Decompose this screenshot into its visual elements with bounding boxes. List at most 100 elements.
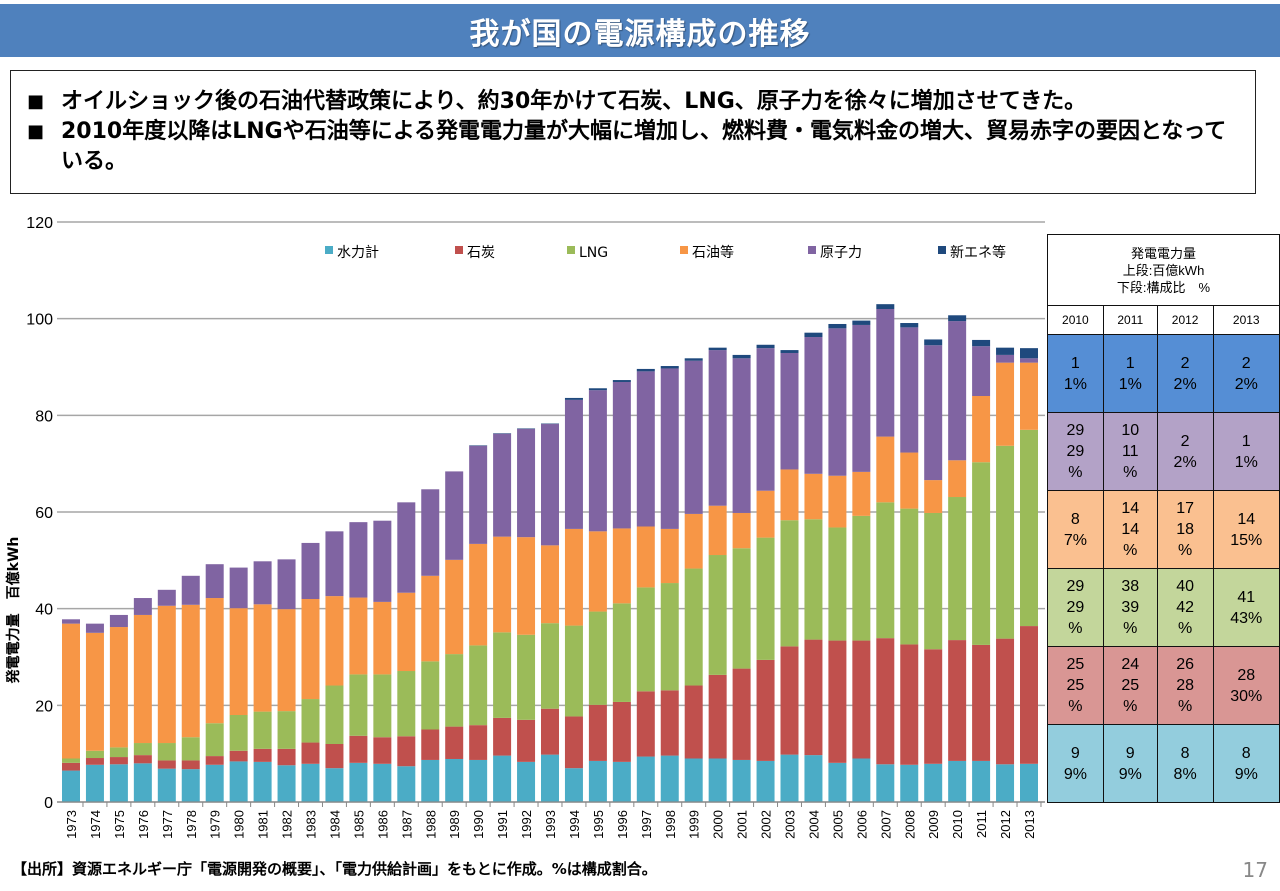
legend-label: 石油等 [692, 244, 734, 261]
bar-segment-原子力-1979 [205, 564, 224, 599]
table-cell-line: 10 [1121, 422, 1140, 439]
bar-segment-原子力-2003 [780, 352, 799, 470]
bar-segment-石炭-2007 [876, 638, 895, 765]
table-cell-line: 14 [1121, 521, 1140, 538]
table-cell: 2 2% [1212, 334, 1280, 413]
bar-segment-LNG-1997 [636, 587, 655, 692]
x-tick-label: 1988 [423, 810, 438, 839]
x-tick-label: 2011 [974, 810, 989, 838]
bar-segment-新エネ等-2010 [948, 315, 967, 322]
table-cell-line: 11 [1121, 443, 1139, 460]
bar-segment-石炭-2009 [924, 649, 943, 764]
table-row: 29 29% 38 39% 40 42% 41 43% [1047, 568, 1280, 647]
bar-segment-LNG-2001 [732, 548, 751, 669]
table-row: 1 1% 1 1% 2 2% 2 2% [1047, 334, 1280, 413]
bar-segment-水力計-2004 [804, 755, 823, 802]
legend-item: 水力計 [325, 245, 379, 261]
y-axis-ticks: 0 20 40 60 80 100 120 [26, 215, 53, 812]
x-tick-label: 2009 [926, 810, 941, 839]
x-tick-label: 2004 [806, 810, 821, 839]
bar-segment-石油等-1985 [349, 597, 368, 675]
bar-segment-水力計-2007 [876, 764, 895, 802]
bar-segment-石炭-1997 [636, 691, 655, 757]
x-tick-label: 1986 [375, 810, 390, 839]
bar-segment-石炭-2000 [708, 674, 727, 759]
title-bar: 我が国の電源構成の推移 [0, 4, 1280, 57]
x-tick-label: 2012 [998, 810, 1013, 839]
bar-segment-LNG-1981 [253, 711, 272, 749]
table-cell: 1 1% [1102, 334, 1158, 413]
x-tick-label: 2002 [759, 810, 774, 839]
x-tick-label: 1985 [351, 810, 366, 839]
bar-segment-石油等-1992 [517, 537, 536, 635]
bar-segment-LNG-1998 [660, 583, 679, 691]
bar-segment-新エネ等-2006 [852, 320, 871, 325]
bar-segment-原子力-1985 [349, 522, 368, 598]
table-cell: 14 14% [1102, 490, 1158, 569]
table-row: 25 25% 24 25% 26 28% 28 30% [1047, 646, 1280, 725]
bar-segment-水力計-1974 [85, 764, 104, 802]
bar-segment-石油等-1974 [85, 632, 104, 751]
bar-segment-原子力-2001 [732, 358, 751, 513]
bar-segment-新エネ等-2012 [996, 347, 1015, 355]
table-cell-line: % [1123, 464, 1138, 481]
bar-segment-水力計-1987 [397, 766, 416, 802]
bar-segment-新エネ等-2005 [828, 323, 847, 329]
table-cell: 25 25% [1047, 646, 1104, 725]
bar-segment-LNG-2009 [924, 512, 943, 650]
bar-segment-石油等-2004 [804, 473, 823, 520]
bar-segment-新エネ等-2009 [924, 339, 943, 346]
table-cell: 8 8% [1156, 724, 1214, 803]
bar-segment-LNG-1991 [493, 632, 512, 718]
bar-segment-新エネ等-1997 [636, 368, 655, 372]
legend-item: LNG [567, 245, 608, 261]
bar-segment-石油等-2006 [852, 471, 871, 516]
bar-segment-原子力-1997 [636, 371, 655, 527]
table-cell-line: 8 [1180, 744, 1190, 762]
bar-segment-石油等-2008 [900, 452, 919, 509]
bar-segment-水力計-2009 [924, 763, 943, 802]
x-tick-label: 1987 [399, 810, 414, 839]
bar-segment-新エネ等-2011 [972, 339, 991, 347]
bar-segment-LNG-2004 [804, 519, 823, 640]
stacked-bar-chart: 0 20 40 60 80 100 120 1973 1974 1975 1976 1977 1978… [5, 215, 1045, 839]
bar-segment-原子力-1990 [469, 445, 488, 544]
bar-segment-石炭-2012 [996, 638, 1015, 765]
bar-segment-LNG-1975 [109, 747, 128, 758]
bar-segment-石油等-1986 [373, 601, 392, 675]
bar-segment-石油等-1989 [445, 559, 464, 655]
bar-segment-LNG-2011 [972, 462, 991, 645]
bar-segment-水力計-2012 [996, 764, 1015, 802]
bar-segment-原子力-1999 [684, 360, 703, 514]
legend-swatch [938, 246, 946, 254]
bar-segment-水力計-2006 [852, 758, 871, 802]
page-title: 我が国の電源構成の推移 [469, 16, 811, 52]
table-cell-line: 24 [1121, 656, 1140, 673]
bar-segment-石油等-1981 [253, 604, 272, 712]
bar-segment-石油等-1975 [109, 627, 128, 748]
bar-segment-原子力-1984 [325, 531, 344, 597]
x-tick-label: 1973 [64, 810, 79, 839]
bar-segment-石炭-2003 [780, 646, 799, 755]
bar-segment-石油等-2005 [828, 475, 847, 528]
bar-segment-原子力-2013 [1020, 358, 1038, 363]
table-year-row: 2010 2011 2012 2013 [1047, 305, 1280, 335]
table-cell-line: 38 [1121, 578, 1140, 595]
bar-segment-原子力-1988 [421, 489, 440, 576]
bar-segment-石炭-1987 [397, 736, 416, 767]
y-tick-label: 80 [35, 408, 53, 425]
bar-segment-LNG-1980 [229, 715, 248, 751]
table-cell: 17 18% [1156, 490, 1214, 569]
table-cell-line: % [1123, 620, 1138, 637]
table-cell-line: 29 [1066, 599, 1085, 616]
table-cell-line: % [1123, 542, 1138, 559]
table-cell-line: 1% [1118, 375, 1142, 393]
legend-swatch [808, 246, 816, 254]
bar-segment-石炭-1979 [205, 756, 224, 765]
table-cell-line: % [1123, 698, 1138, 715]
table-cell: 1 1% [1212, 412, 1280, 491]
table-year-header: 2013 [1212, 305, 1280, 335]
summary-box: ■ オイルショック後の石油代替政策により、約30年かけて石炭、LNG、原子力を徐… [10, 70, 1256, 194]
bar-segment-水力計-1975 [109, 764, 128, 802]
bar-segment-水力計-1998 [660, 755, 679, 802]
